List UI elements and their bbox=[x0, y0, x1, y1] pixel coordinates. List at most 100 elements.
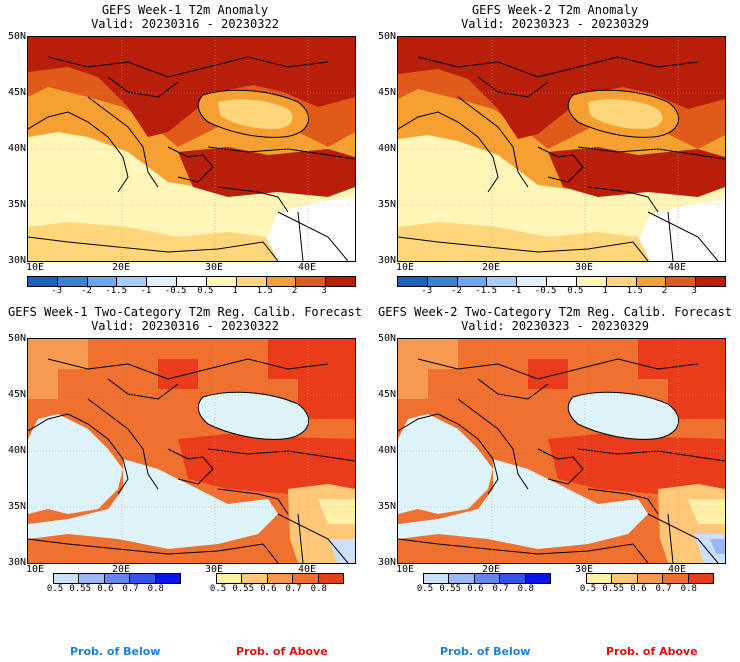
colorbar-swatch bbox=[424, 574, 450, 583]
lon-label-10e: 10E bbox=[25, 262, 45, 273]
colorbar-swatch bbox=[500, 574, 526, 583]
colorbar-swatch bbox=[547, 277, 577, 286]
colorbar-swatch bbox=[663, 574, 689, 583]
lat-label-50n: 50N bbox=[377, 333, 396, 344]
colorbar-tick-label: -0.5 bbox=[164, 286, 187, 296]
colorbar-swatch bbox=[57, 277, 88, 286]
colorbar-tick-label: -1 bbox=[140, 286, 152, 296]
colorbar-swatch bbox=[636, 277, 667, 286]
legend-prob-below: Prob. of Below bbox=[440, 645, 531, 658]
colorbar-tick-label: 3 bbox=[321, 286, 327, 296]
lat-label-40n: 40N bbox=[377, 143, 396, 154]
colorbar-tick-label: 0.5 bbox=[197, 286, 214, 296]
colorbar-swatch bbox=[242, 574, 268, 583]
above-colorbar bbox=[586, 573, 714, 584]
colorbar-swatch bbox=[487, 277, 518, 286]
colorbar-swatch bbox=[117, 277, 148, 286]
colorbar-swatch bbox=[217, 574, 243, 583]
below-colorbar bbox=[53, 573, 181, 584]
colorbar-swatch bbox=[606, 277, 637, 286]
lon-label-30e: 30E bbox=[574, 262, 594, 273]
panel-week1-anomaly: GEFS Week-1 T2m Anomaly Valid: 20230316 … bbox=[0, 0, 370, 300]
colorbar-swatch bbox=[266, 277, 297, 286]
colorbar-swatch bbox=[517, 277, 548, 286]
colorbar-tick-label: 0.7 bbox=[285, 584, 302, 594]
legend-prob-above: Prob. of Above bbox=[236, 645, 328, 658]
panel-valid-dates: Valid: 20230316 - 20230322 bbox=[91, 17, 279, 31]
colorbar-swatch bbox=[54, 574, 80, 583]
lat-label-50n: 50N bbox=[7, 31, 26, 42]
lon-label-30e: 30E bbox=[204, 564, 224, 575]
colorbar-tick-label: 0.55 bbox=[69, 584, 92, 594]
panel-valid-dates: Valid: 20230323 - 20230329 bbox=[461, 17, 649, 31]
colorbar-tick-label: -1.5 bbox=[475, 286, 498, 296]
colorbar-swatch bbox=[457, 277, 488, 286]
lat-label-40n: 40N bbox=[7, 445, 26, 456]
lat-label-30n: 30N bbox=[7, 255, 26, 266]
colorbar-swatch bbox=[637, 574, 664, 583]
colorbar-tick-label: 0.7 bbox=[492, 584, 509, 594]
colorbar-swatch bbox=[612, 574, 638, 583]
colorbar-tick-label: 0.7 bbox=[655, 584, 672, 594]
panel-title: GEFS Week-1 T2m Anomaly bbox=[101, 3, 269, 17]
above-colorbar bbox=[216, 573, 344, 584]
lon-label-30e: 30E bbox=[574, 564, 594, 575]
colorbar-tick-label: 0.7 bbox=[122, 584, 139, 594]
above-colorbar-ticks: 0.5 0.55 0.6 0.7 0.8 bbox=[210, 584, 342, 595]
colorbar-tick-label: 0.8 bbox=[517, 584, 534, 594]
lon-label-10e: 10E bbox=[25, 564, 45, 575]
lat-label-45n: 45N bbox=[7, 389, 26, 400]
colorbar-tick-label: 0.6 bbox=[467, 584, 484, 594]
lon-label-10e: 10E bbox=[395, 564, 415, 575]
colorbar-tick-label: -3 bbox=[421, 286, 433, 296]
legend-prob-below: Prob. of Below bbox=[70, 645, 161, 658]
colorbar-swatch bbox=[666, 277, 697, 286]
colorbar-tick-label: 0.55 bbox=[232, 584, 255, 594]
lat-label-45n: 45N bbox=[7, 87, 26, 98]
lat-label-35n: 35N bbox=[7, 199, 26, 210]
colorbar-tick-label: 0.5 bbox=[579, 584, 597, 594]
colorbar-swatch bbox=[326, 277, 355, 286]
lon-label-20e: 20E bbox=[111, 564, 131, 575]
below-colorbar-ticks: 0.5 0.55 0.6 0.7 0.8 bbox=[417, 584, 549, 595]
colorbar-swatch bbox=[267, 574, 294, 583]
colorbar-swatch bbox=[576, 277, 607, 286]
colorbar-swatch bbox=[398, 277, 428, 286]
lat-label-50n: 50N bbox=[377, 31, 396, 42]
colorbar-tick-label: 0.55 bbox=[439, 584, 462, 594]
colorbar-tick-label: 0.8 bbox=[310, 584, 327, 594]
colorbar-swatch bbox=[293, 574, 319, 583]
colorbar-swatch bbox=[474, 574, 501, 583]
colorbar-swatch bbox=[427, 277, 458, 286]
colorbar-swatch bbox=[104, 574, 131, 583]
lat-label-40n: 40N bbox=[7, 143, 26, 154]
panel-week2-probability: GEFS Week-2 Two-Category T2m Reg. Calib.… bbox=[370, 302, 740, 602]
panel-valid-dates: Valid: 20230316 - 20230322 bbox=[91, 319, 279, 333]
colorbar-tick-label: 2 bbox=[661, 286, 668, 296]
panel-title: GEFS Week-2 T2m Anomaly bbox=[471, 3, 639, 17]
lat-label-30n: 30N bbox=[7, 557, 26, 568]
colorbar-tick-label: 0.6 bbox=[260, 584, 277, 594]
colorbar-swatch bbox=[296, 277, 327, 286]
anomaly-map bbox=[27, 36, 356, 262]
anomaly-colorbar bbox=[397, 276, 726, 287]
lat-label-35n: 35N bbox=[377, 501, 396, 512]
colorbar-swatch bbox=[449, 574, 475, 583]
colorbar-tick-label: 0.5 bbox=[209, 584, 227, 594]
lat-label-30n: 30N bbox=[377, 255, 396, 266]
colorbar-swatch bbox=[525, 574, 551, 583]
lat-label-35n: 35N bbox=[377, 199, 396, 210]
lat-label-35n: 35N bbox=[7, 501, 26, 512]
anomaly-colorbar-ticks: -3 -2 -1.5 -1 -0.5 0.5 1 1.5 2 3 bbox=[397, 287, 724, 297]
colorbar-tick-label: 0.5 bbox=[567, 286, 584, 296]
colorbar-tick-label: -1 bbox=[510, 286, 522, 296]
colorbar-swatch bbox=[206, 277, 237, 286]
lon-label-40e: 40E bbox=[297, 564, 317, 575]
lon-label-20e: 20E bbox=[481, 564, 501, 575]
lon-label-30e: 30E bbox=[204, 262, 224, 273]
anomaly-colorbar bbox=[27, 276, 356, 287]
lat-label-45n: 45N bbox=[377, 87, 396, 98]
colorbar-tick-label: -2 bbox=[81, 286, 92, 296]
colorbar-swatch bbox=[696, 277, 725, 286]
colorbar-tick-label: 3 bbox=[691, 286, 697, 296]
